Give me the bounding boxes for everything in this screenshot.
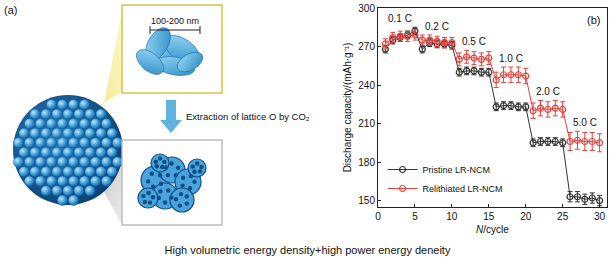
svg-text:180: 180: [358, 157, 375, 168]
svg-text:Extraction of lattice O by CO₂: Extraction of lattice O by CO₂: [186, 111, 310, 122]
svg-text:5: 5: [412, 211, 418, 222]
svg-text:0.2 C: 0.2 C: [425, 21, 449, 32]
svg-text:0: 0: [375, 211, 381, 222]
svg-text:20: 20: [520, 211, 532, 222]
svg-text:0.1 C: 0.1 C: [388, 13, 412, 24]
svg-text:100-200 nm: 100-200 nm: [151, 16, 199, 26]
svg-text:1.0 C: 1.0 C: [499, 53, 523, 64]
svg-text:2.0 C: 2.0 C: [536, 86, 560, 97]
html-text:High volumetric energy density: High volumetric energy density+high powe…: [164, 244, 451, 256]
svg-text:300: 300: [358, 3, 375, 14]
svg-text:Pristine LR-NCM: Pristine LR-NCM: [423, 165, 491, 175]
svg-text:15: 15: [483, 211, 495, 222]
svg-text:Relithiated LR-NCM: Relithiated LR-NCM: [423, 184, 503, 194]
svg-text:150: 150: [358, 195, 375, 206]
svg-text:270: 270: [358, 41, 375, 52]
svg-text:25: 25: [557, 211, 569, 222]
svg-text:30: 30: [594, 211, 606, 222]
svg-text:5.0 C: 5.0 C: [573, 117, 597, 128]
svg-text:240: 240: [358, 80, 375, 91]
svg-text:210: 210: [358, 118, 375, 129]
svg-text:Discharge capacity/(mAh·g⁻¹): Discharge capacity/(mAh·g⁻¹): [342, 43, 353, 173]
svg-text:0.5 C: 0.5 C: [462, 36, 486, 47]
svg-text:10: 10: [446, 211, 458, 222]
svg-text:N/cycle: N/cycle: [476, 224, 509, 235]
svg-text:(b): (b): [587, 14, 600, 26]
svg-text:(a): (a): [4, 4, 17, 16]
